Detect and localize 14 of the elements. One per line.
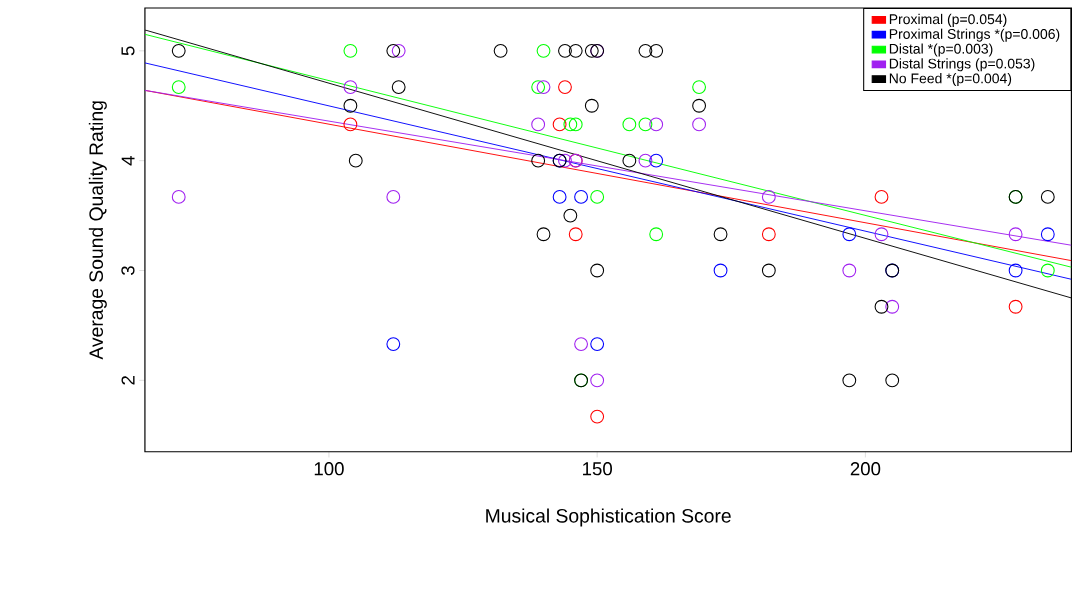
y-tick-label: 2: [121, 376, 135, 385]
x-tick-label: 150: [583, 462, 613, 476]
x-tick-label: 100: [314, 462, 344, 476]
legend-label: No Feed *(p=0.004): [889, 73, 1012, 87]
y-tick-label: 3: [121, 266, 135, 276]
legend-label: Proximal Strings *(p=0.006): [889, 28, 1060, 42]
legend-label: Distal *(p=0.003): [889, 43, 993, 57]
x-tick-label: 200: [850, 462, 881, 476]
y-axis-title: Average Sound Quality Rating: [88, 101, 107, 360]
legend-label: Proximal (p=0.054): [889, 14, 1007, 28]
y-tick-label: 4: [121, 156, 135, 166]
x-axis-title: Musical Sophistication Score: [486, 508, 731, 527]
legend-label: Distal Strings (p=0.053): [889, 58, 1035, 72]
y-tick-label: 5: [121, 46, 135, 56]
